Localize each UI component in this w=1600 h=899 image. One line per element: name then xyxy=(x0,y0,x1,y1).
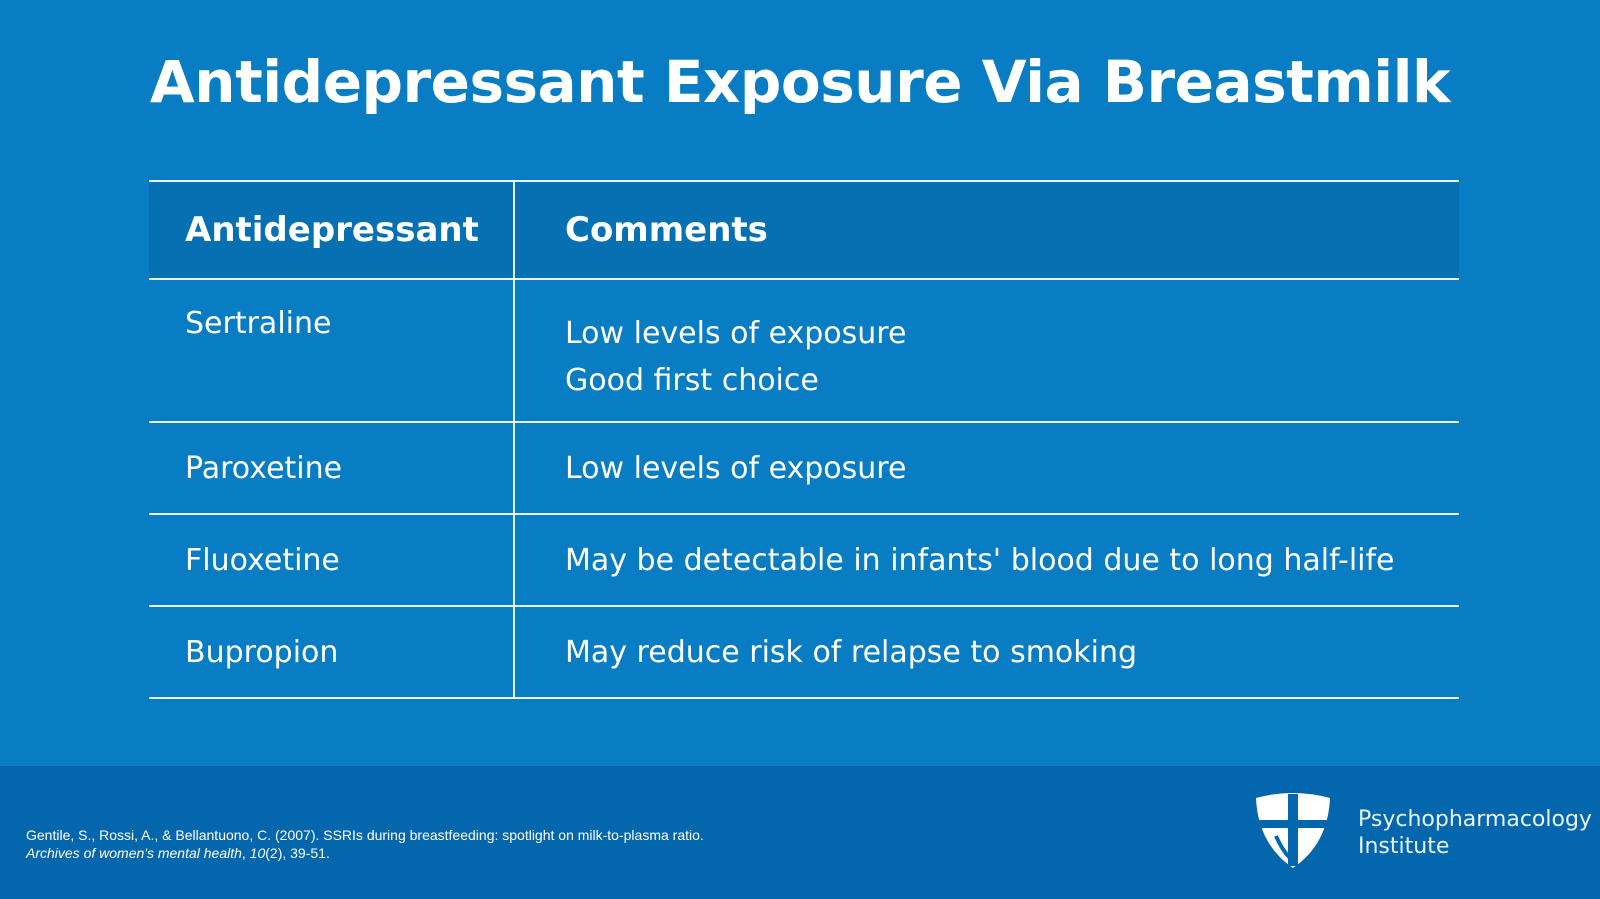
table-row: Paroxetine Low levels of exposure xyxy=(149,422,1459,515)
comment-line: Low levels of exposure xyxy=(565,450,907,486)
column-header-antidepressant: Antidepressant xyxy=(149,180,515,280)
shield-cross-icon xyxy=(1256,793,1330,868)
table-row: Fluoxetine May be detectable in infants'… xyxy=(149,514,1459,607)
drug-comments: May be detectable in infants' blood due … xyxy=(514,514,1459,607)
table-header-row: Antidepressant Comments xyxy=(149,180,1459,280)
table-row: Sertraline Low levels of exposure Good f… xyxy=(149,279,1459,423)
antidepressant-table: Antidepressant Comments Sertraline Low l… xyxy=(149,180,1459,699)
citation-journal: Archives of women's mental health xyxy=(26,845,242,861)
brand-name: Psychopharmacology Institute xyxy=(1358,806,1592,860)
comment-line: May reduce risk of relapse to smoking xyxy=(565,634,1138,670)
citation-volume: 10 xyxy=(249,845,266,861)
drug-name: Bupropion xyxy=(149,606,515,699)
drug-comments: May reduce risk of relapse to smoking xyxy=(514,606,1459,699)
comment-line: May be detectable in infants' blood due … xyxy=(565,542,1395,578)
brand-line-2: Institute xyxy=(1358,834,1450,859)
drug-name: Paroxetine xyxy=(149,422,515,515)
column-header-comments: Comments xyxy=(514,180,1459,280)
citation-issue-pages: (2), 39-51. xyxy=(265,845,330,861)
comment-line: Low levels of exposure xyxy=(565,316,907,351)
footer-bar: Gentile, S., Rossi, A., & Bellantuono, C… xyxy=(0,766,1600,899)
citation-line-1: Gentile, S., Rossi, A., & Bellantuono, C… xyxy=(26,827,704,843)
table-row: Bupropion May reduce risk of relapse to … xyxy=(149,606,1459,699)
drug-comments: Low levels of exposure xyxy=(514,422,1459,515)
page-title: Antidepressant Exposure Via Breastmilk xyxy=(149,48,1451,116)
drug-name: Sertraline xyxy=(149,279,515,423)
citation: Gentile, S., Rossi, A., & Bellantuono, C… xyxy=(26,826,704,862)
brand-line-1: Psychopharmacology xyxy=(1358,807,1592,832)
drug-comments: Low levels of exposure Good first choice xyxy=(514,279,1459,423)
citation-line-2: Archives of women's mental health, 10(2)… xyxy=(26,845,330,861)
comment-line: Good first choice xyxy=(565,363,819,398)
drug-name: Fluoxetine xyxy=(149,514,515,607)
